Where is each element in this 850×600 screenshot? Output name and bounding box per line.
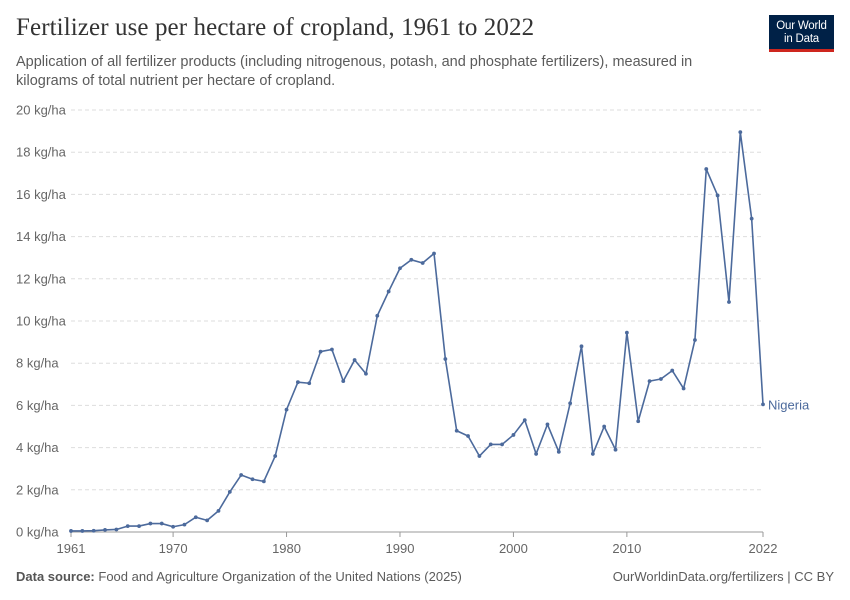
y-tick-label: 20 kg/ha bbox=[16, 103, 67, 118]
y-tick-label: 8 kg/ha bbox=[16, 356, 59, 371]
data-point bbox=[636, 419, 641, 424]
data-point bbox=[330, 347, 334, 352]
data-source-label: Data source: bbox=[16, 569, 95, 584]
y-tick-label: 18 kg/ha bbox=[16, 145, 67, 160]
data-point bbox=[318, 349, 323, 354]
data-point bbox=[375, 313, 380, 318]
data-point bbox=[488, 442, 493, 447]
chart-subtitle: Application of all fertilizer products (… bbox=[16, 54, 693, 89]
data-point bbox=[409, 257, 414, 262]
y-tick-label: 12 kg/ha bbox=[16, 271, 67, 286]
data-point bbox=[261, 479, 266, 484]
data-point bbox=[227, 490, 232, 494]
y-tick-label: 2 kg/ha bbox=[16, 482, 59, 497]
data-point bbox=[398, 266, 402, 271]
logo-line-1: Our World bbox=[776, 20, 827, 32]
data-point bbox=[137, 524, 141, 528]
data-point bbox=[307, 381, 312, 386]
x-tick-label: 1980 bbox=[272, 541, 301, 556]
data-point bbox=[738, 130, 743, 135]
data-point bbox=[534, 452, 539, 456]
logo-line-2: in Data bbox=[783, 33, 820, 45]
data-point bbox=[432, 251, 436, 256]
x-tick-label: 1990 bbox=[386, 541, 415, 556]
data-point bbox=[579, 344, 584, 349]
data-point bbox=[205, 518, 210, 523]
x-tick-label: 2000 bbox=[499, 541, 528, 556]
data-point bbox=[454, 428, 459, 433]
y-tick-label: 4 kg/ha bbox=[16, 440, 59, 455]
y-tick-label: 0 kg/ha bbox=[16, 525, 59, 540]
data-point bbox=[613, 447, 618, 452]
owid-logo[interactable]: Our World in Data bbox=[769, 15, 834, 52]
data-point bbox=[715, 193, 720, 198]
y-tick-label: 14 kg/ha bbox=[16, 229, 67, 244]
data-point bbox=[500, 442, 504, 447]
data-source: Data source: Food and Agriculture Organi… bbox=[16, 569, 462, 584]
data-point bbox=[125, 524, 130, 528]
data-point bbox=[670, 368, 675, 373]
data-point bbox=[511, 433, 516, 437]
x-tick-label: 1961 bbox=[57, 541, 86, 556]
data-point bbox=[443, 357, 448, 361]
data-point bbox=[295, 380, 300, 385]
data-point bbox=[761, 402, 765, 407]
data-point bbox=[624, 330, 629, 335]
data-point bbox=[556, 449, 561, 454]
data-point bbox=[114, 527, 119, 532]
data-point bbox=[69, 529, 73, 533]
data-point bbox=[148, 521, 153, 526]
data-point bbox=[477, 454, 482, 458]
data-source-text: Food and Agriculture Organization of the… bbox=[98, 569, 462, 584]
series-label: Nigeria bbox=[768, 397, 810, 412]
data-point bbox=[91, 528, 96, 533]
data-point bbox=[182, 522, 187, 527]
x-tick-label: 1970 bbox=[159, 541, 188, 556]
data-point bbox=[341, 379, 346, 384]
data-point bbox=[103, 527, 107, 532]
data-point bbox=[171, 524, 175, 529]
data-point bbox=[647, 379, 652, 384]
data-point bbox=[273, 454, 278, 458]
data-point bbox=[466, 434, 470, 438]
y-tick-label: 6 kg/ha bbox=[16, 398, 59, 413]
data-point bbox=[250, 477, 255, 482]
data-point bbox=[159, 521, 164, 526]
data-point bbox=[284, 407, 289, 412]
data-point bbox=[420, 261, 425, 265]
data-point bbox=[659, 377, 663, 381]
x-tick-label: 2010 bbox=[612, 541, 641, 556]
data-point bbox=[364, 371, 368, 376]
y-tick-label: 16 kg/ha bbox=[16, 187, 67, 202]
data-point bbox=[704, 167, 709, 171]
data-point bbox=[239, 473, 244, 477]
data-point bbox=[193, 515, 198, 520]
data-point bbox=[216, 509, 221, 513]
data-point bbox=[749, 216, 754, 221]
data-point bbox=[545, 422, 550, 427]
data-point bbox=[386, 289, 391, 294]
data-point bbox=[352, 358, 357, 362]
data-point bbox=[681, 386, 686, 391]
data-point bbox=[522, 418, 527, 423]
y-tick-label: 10 kg/ha bbox=[16, 314, 67, 329]
x-tick-label: 2022 bbox=[749, 541, 778, 556]
data-point bbox=[80, 529, 85, 533]
source-link[interactable]: OurWorldinData.org/fertilizers | CC BY bbox=[612, 569, 834, 584]
series-line-nigeria bbox=[71, 131, 764, 532]
data-point bbox=[568, 401, 573, 406]
data-point bbox=[602, 424, 607, 429]
data-point bbox=[727, 300, 731, 304]
data-point bbox=[693, 338, 697, 342]
chart-title: Fertilizer use per hectare of cropland, … bbox=[16, 14, 535, 41]
data-point bbox=[590, 452, 595, 456]
